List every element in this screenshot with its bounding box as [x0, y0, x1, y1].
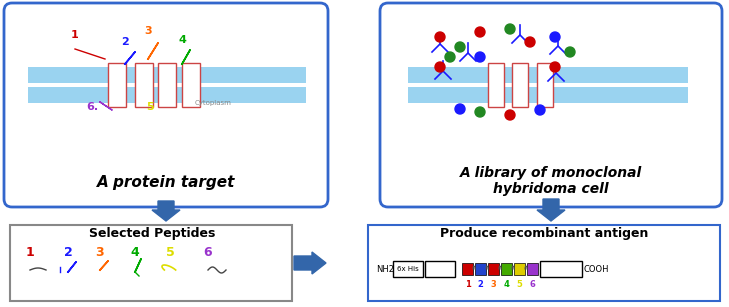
Bar: [28, 67, 306, 83]
Bar: [28, 87, 306, 103]
Bar: [135, 63, 153, 107]
Bar: [182, 63, 200, 107]
Text: Produce recombinant antigen: Produce recombinant antigen: [440, 227, 648, 240]
Bar: [488, 63, 504, 107]
FancyBboxPatch shape: [380, 3, 722, 207]
Text: NH2: NH2: [376, 265, 394, 274]
Circle shape: [475, 52, 485, 62]
Text: COOH: COOH: [584, 265, 609, 274]
FancyArrow shape: [294, 252, 326, 274]
Circle shape: [475, 107, 485, 117]
Text: 6x His: 6x His: [397, 266, 419, 272]
FancyBboxPatch shape: [4, 3, 328, 207]
Bar: [488, 263, 499, 275]
Bar: [408, 67, 688, 83]
Text: 1: 1: [26, 246, 34, 259]
Bar: [108, 63, 126, 107]
FancyArrow shape: [537, 199, 565, 221]
Circle shape: [505, 24, 515, 34]
Bar: [462, 263, 473, 275]
Text: 1: 1: [464, 280, 470, 289]
Text: 3: 3: [491, 280, 496, 289]
Text: Cytoplasm: Cytoplasm: [195, 100, 232, 106]
Circle shape: [445, 52, 455, 62]
Bar: [408, 87, 688, 103]
Circle shape: [435, 62, 445, 72]
Text: A library of monoclonal
hybridoma cell: A library of monoclonal hybridoma cell: [460, 166, 642, 196]
Bar: [512, 63, 528, 107]
Bar: [475, 263, 486, 275]
Text: 3: 3: [95, 246, 104, 259]
Circle shape: [505, 110, 515, 120]
Text: 5: 5: [147, 102, 154, 112]
Text: 3: 3: [144, 26, 152, 36]
Bar: [540, 261, 582, 277]
Bar: [425, 261, 455, 277]
Text: 4: 4: [504, 280, 510, 289]
Text: 5: 5: [517, 280, 523, 289]
Text: 2: 2: [121, 37, 129, 47]
Text: 4: 4: [130, 246, 139, 259]
Text: 1: 1: [71, 30, 79, 40]
Text: 6: 6: [529, 280, 535, 289]
Circle shape: [565, 47, 575, 57]
Bar: [158, 63, 176, 107]
Text: A protein target: A protein target: [97, 176, 235, 191]
Circle shape: [550, 62, 560, 72]
Text: 2: 2: [477, 280, 483, 289]
Text: Selected Peptides: Selected Peptides: [89, 227, 215, 240]
Text: 2: 2: [63, 246, 72, 259]
Bar: [527, 263, 538, 275]
Circle shape: [435, 32, 445, 42]
Circle shape: [475, 27, 485, 37]
Circle shape: [455, 42, 465, 52]
Text: 4: 4: [178, 35, 186, 45]
FancyBboxPatch shape: [10, 225, 292, 301]
FancyArrow shape: [152, 201, 180, 221]
Text: 6.: 6.: [86, 102, 98, 112]
Bar: [501, 263, 512, 275]
Bar: [537, 63, 553, 107]
Bar: [514, 263, 525, 275]
FancyBboxPatch shape: [368, 225, 720, 301]
Circle shape: [455, 104, 465, 114]
Text: 6: 6: [203, 246, 212, 259]
Circle shape: [525, 37, 535, 47]
Text: 5: 5: [165, 246, 174, 259]
Circle shape: [535, 105, 545, 115]
Bar: [393, 261, 423, 277]
Circle shape: [550, 32, 560, 42]
